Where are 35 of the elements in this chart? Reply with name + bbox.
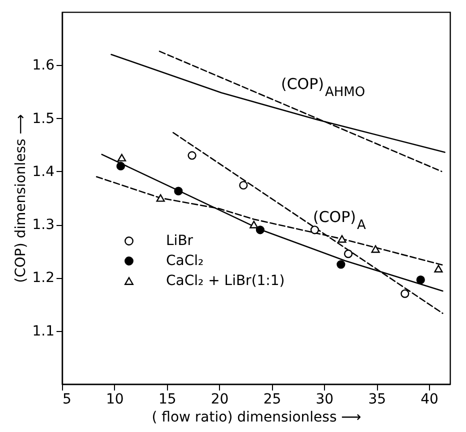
point <box>174 186 183 196</box>
point <box>336 260 346 269</box>
point <box>156 194 165 202</box>
y-tick-label: 1.3 <box>32 217 54 234</box>
legend-label: CaCl₂ + LiBr(1:1) <box>166 273 285 289</box>
x-axis-title: ( flow ratio) dimensionless ⟶ <box>152 410 362 426</box>
point <box>344 250 353 258</box>
point <box>239 180 248 190</box>
x-tick-label: 40 <box>420 392 438 408</box>
x-tick-label: 15 <box>158 392 176 408</box>
point <box>250 220 258 228</box>
legend-label: CaCl₂ <box>166 253 204 269</box>
y-tick-label: 1.4 <box>32 164 55 180</box>
y-tick-label: 1.1 <box>32 323 54 340</box>
point <box>338 235 346 243</box>
y-tick-label: 1.6 <box>32 58 55 74</box>
point <box>310 226 320 234</box>
x-tick-label: 30 <box>316 392 334 408</box>
y-tick-label: 1.2 <box>32 270 54 286</box>
x-tick-label: 10 <box>106 392 124 408</box>
point <box>434 264 443 272</box>
point <box>117 154 126 162</box>
point <box>116 162 126 170</box>
point <box>256 226 265 234</box>
x-tick-label: 20 <box>210 392 229 408</box>
point <box>416 276 425 284</box>
point <box>188 151 196 160</box>
y-axis-title: (COP) dimensionless ⟶ <box>13 114 30 283</box>
y-tick-label: 1.5 <box>32 110 54 127</box>
point <box>371 245 380 253</box>
legend-label: LiBr <box>166 233 194 249</box>
x-tick-label: 25 <box>263 392 282 408</box>
point <box>400 289 410 298</box>
x-tick-label: 5 <box>62 392 72 408</box>
x-tick-label: 35 <box>368 392 386 408</box>
